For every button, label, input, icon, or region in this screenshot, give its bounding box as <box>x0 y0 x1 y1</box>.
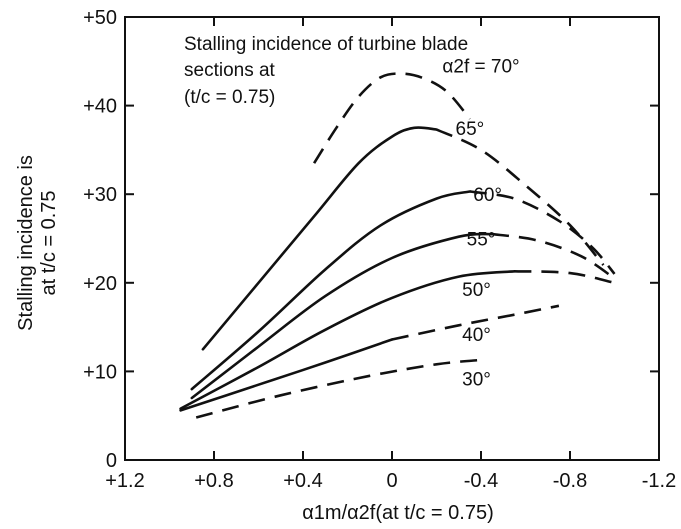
series-6-dashed-line <box>195 358 482 419</box>
axes <box>124 16 660 461</box>
series-2-dashed-line <box>469 190 616 275</box>
y-tick-label: +50 <box>83 7 117 29</box>
series-3-solid-line <box>190 232 494 400</box>
annotation-line-2: sections at <box>184 60 276 81</box>
y-axis-label-line2: at t/c = 0.75 <box>38 190 60 295</box>
series-0-label: α2f = 70° <box>442 57 519 78</box>
y-tick-label: +40 <box>83 96 117 118</box>
x-tick-label: -0.4 <box>464 470 498 492</box>
x-axis-label: α1m/α2f(at t/c = 0.75) <box>302 502 494 524</box>
plot-frame <box>124 16 660 461</box>
y-axis-label-line1: Stalling incidence is <box>15 155 37 331</box>
curves <box>179 72 616 419</box>
annotation-line-3: (t/c = 0.75) <box>184 87 275 108</box>
series-5-dashed-line <box>391 304 560 341</box>
series-3-label: 55° <box>467 230 496 251</box>
x-tick-label: +0.8 <box>194 470 233 492</box>
series-2-solid-line <box>190 190 472 391</box>
series-1-dashed-line <box>435 128 605 266</box>
ticks: +1.2 +0.8 +0.4 0 -0.4 -0.8 -1.2 0 +10 +20 +30 +40 +5… <box>83 7 676 492</box>
series-5-solid-line <box>179 338 394 412</box>
curve-labels: α2f = 70° 65° 60° 55° 50° 40° 30° <box>442 57 519 391</box>
x-tick-label: +1.2 <box>105 470 144 492</box>
series-4-label: 50° <box>462 280 491 301</box>
series-6-label: 30° <box>462 369 491 390</box>
series-1-solid-line <box>201 126 438 351</box>
x-tick-label: +0.4 <box>283 470 322 492</box>
y-tick-label: +10 <box>83 361 117 383</box>
x-tick-label: -0.8 <box>553 470 587 492</box>
series-4-dashed-line <box>514 270 615 285</box>
annotation-line-1: Stalling incidence of turbine blade <box>184 34 468 55</box>
series-1-label: 65° <box>456 119 485 140</box>
y-tick-label: +20 <box>83 273 117 295</box>
y-tick-label: +30 <box>83 184 117 206</box>
series-5-label: 40° <box>462 325 491 346</box>
x-tick-label: 0 <box>386 470 397 492</box>
series-2-label: 60° <box>473 185 502 206</box>
series-4-solid-line <box>179 270 516 410</box>
series-3-dashed-line <box>491 232 616 280</box>
y-tick-label: 0 <box>106 450 117 472</box>
series-0-dashed-line <box>312 72 471 164</box>
x-tick-label: -1.2 <box>642 470 676 492</box>
